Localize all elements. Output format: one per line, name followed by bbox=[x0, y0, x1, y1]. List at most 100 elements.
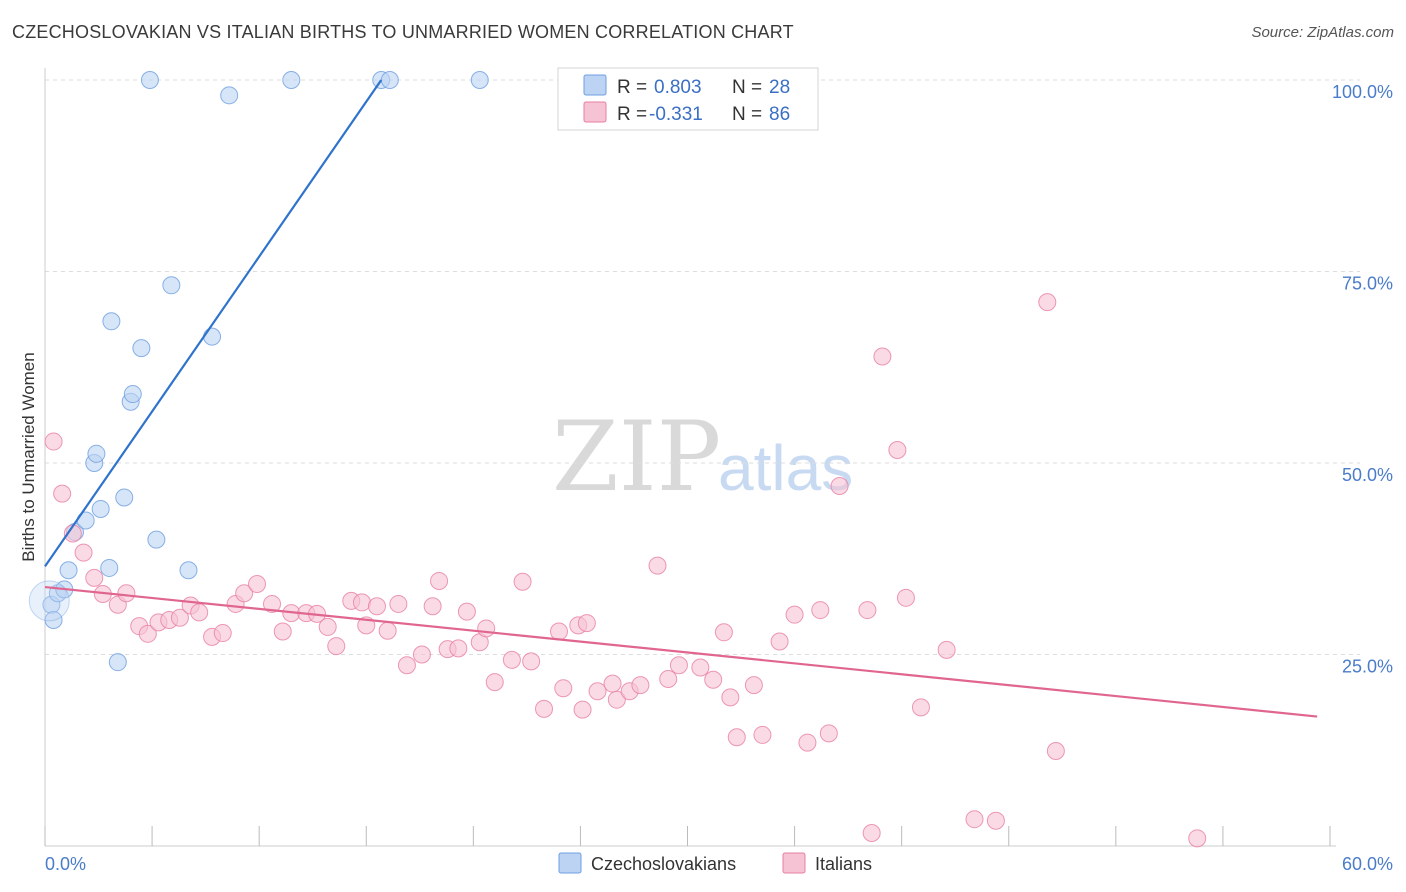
point-italian bbox=[477, 619, 496, 638]
point-italian bbox=[1046, 742, 1065, 761]
grid-lines bbox=[45, 79, 1360, 655]
point-italian bbox=[190, 603, 209, 622]
point-italian bbox=[1038, 293, 1057, 312]
point-italian bbox=[367, 597, 386, 616]
point-italian bbox=[669, 656, 688, 675]
point-italian bbox=[588, 682, 607, 701]
point-italian bbox=[44, 432, 63, 451]
point-italian bbox=[535, 699, 554, 718]
y-tick-label: 25.0% bbox=[1342, 657, 1393, 677]
legend-czech-n-label: N = bbox=[732, 77, 762, 98]
point-italian bbox=[117, 584, 136, 603]
point-italian bbox=[753, 725, 772, 744]
point-italian bbox=[721, 688, 740, 707]
point-italian bbox=[430, 571, 449, 590]
bottom-legend-swatch-italian bbox=[782, 852, 806, 874]
legend-swatch-italian bbox=[583, 101, 607, 123]
watermark-atlas: atlas bbox=[718, 432, 853, 504]
point-italian bbox=[412, 645, 431, 664]
y-axis-label: Births to Unmarried Women bbox=[19, 352, 38, 561]
point-czech bbox=[179, 561, 198, 580]
watermark-zip: ZIP bbox=[552, 401, 721, 513]
point-italian bbox=[522, 652, 541, 671]
point-czech bbox=[147, 530, 166, 549]
point-italian bbox=[811, 601, 830, 620]
legend-italian-n-value: 86 bbox=[769, 104, 790, 125]
point-czech bbox=[108, 653, 127, 672]
point-italian bbox=[704, 670, 723, 689]
point-italian bbox=[263, 594, 282, 613]
trend-line-czech bbox=[44, 79, 383, 568]
point-italian bbox=[770, 632, 789, 651]
point-italian bbox=[449, 639, 468, 658]
point-czech bbox=[162, 276, 181, 295]
point-italian bbox=[550, 622, 568, 641]
point-italian bbox=[858, 601, 877, 620]
point-italian bbox=[235, 584, 254, 603]
point-czech bbox=[123, 385, 142, 404]
legend-italian-r-label: R = bbox=[617, 104, 647, 125]
point-italian bbox=[896, 588, 915, 607]
point-czech bbox=[140, 71, 159, 89]
point-czech bbox=[282, 71, 301, 89]
point-italian bbox=[74, 543, 93, 562]
bottom-legend: Czechoslovakians Italians bbox=[558, 852, 872, 874]
point-czech bbox=[102, 312, 121, 331]
point-czech bbox=[470, 71, 489, 89]
point-italian bbox=[798, 733, 817, 752]
y-tick-label: 100.0% bbox=[1332, 82, 1393, 102]
point-italian bbox=[603, 674, 622, 693]
legend-box: R = 0.803 N = 28 R = -0.331 N = 86 bbox=[557, 67, 819, 131]
x-tick-label: 0.0% bbox=[45, 854, 86, 874]
point-czech bbox=[59, 561, 78, 580]
chart-title: CZECHOSLOVAKIAN VS ITALIAN BIRTHS TO UNM… bbox=[12, 22, 794, 42]
point-italian bbox=[213, 624, 232, 643]
point-italian bbox=[85, 568, 104, 587]
point-italian bbox=[502, 650, 521, 669]
point-italian bbox=[819, 724, 838, 743]
point-italian bbox=[248, 575, 267, 594]
point-italian bbox=[573, 700, 592, 719]
point-italian bbox=[554, 679, 573, 698]
point-italian bbox=[744, 676, 763, 695]
point-italian bbox=[691, 658, 710, 677]
point-italian bbox=[318, 617, 337, 636]
point-italian bbox=[378, 621, 397, 640]
bottom-legend-italian: Italians bbox=[815, 854, 872, 874]
point-czech bbox=[220, 86, 239, 105]
point-italian bbox=[830, 476, 849, 495]
data-points bbox=[28, 71, 1207, 848]
axes: 25.0% 50.0% 75.0% 100.0% 0.0% 60.0% bbox=[44, 68, 1393, 874]
point-czech bbox=[203, 327, 222, 346]
point-italian bbox=[457, 602, 476, 621]
point-italian bbox=[937, 640, 956, 659]
point-italian bbox=[873, 347, 892, 366]
point-italian bbox=[138, 624, 157, 643]
point-czech bbox=[44, 611, 63, 630]
point-czech bbox=[115, 488, 134, 507]
point-italian bbox=[659, 670, 678, 689]
bottom-legend-czech: Czechoslovakians bbox=[591, 854, 736, 874]
trend-lines bbox=[44, 79, 1318, 718]
point-italian bbox=[727, 728, 746, 747]
point-czech bbox=[132, 339, 151, 358]
point-italian bbox=[423, 597, 442, 616]
point-italian bbox=[785, 605, 804, 624]
legend-czech-n-value: 28 bbox=[769, 77, 790, 98]
point-italian bbox=[911, 698, 930, 717]
source-label: Source: ZipAtlas.com bbox=[1251, 24, 1394, 41]
legend-italian-n-label: N = bbox=[732, 104, 762, 125]
point-italian bbox=[862, 823, 881, 842]
point-italian bbox=[888, 440, 907, 459]
trend-line-italian bbox=[44, 585, 1318, 718]
point-italian bbox=[648, 556, 667, 575]
y-tick-label: 50.0% bbox=[1342, 465, 1393, 485]
point-italian bbox=[485, 673, 504, 692]
point-italian bbox=[53, 484, 72, 503]
legend-czech-r-value: 0.803 bbox=[654, 77, 702, 98]
legend-italian-r-value: -0.331 bbox=[649, 104, 703, 125]
point-italian bbox=[714, 623, 733, 642]
legend-swatch-czech bbox=[583, 74, 607, 96]
point-italian bbox=[170, 608, 189, 627]
